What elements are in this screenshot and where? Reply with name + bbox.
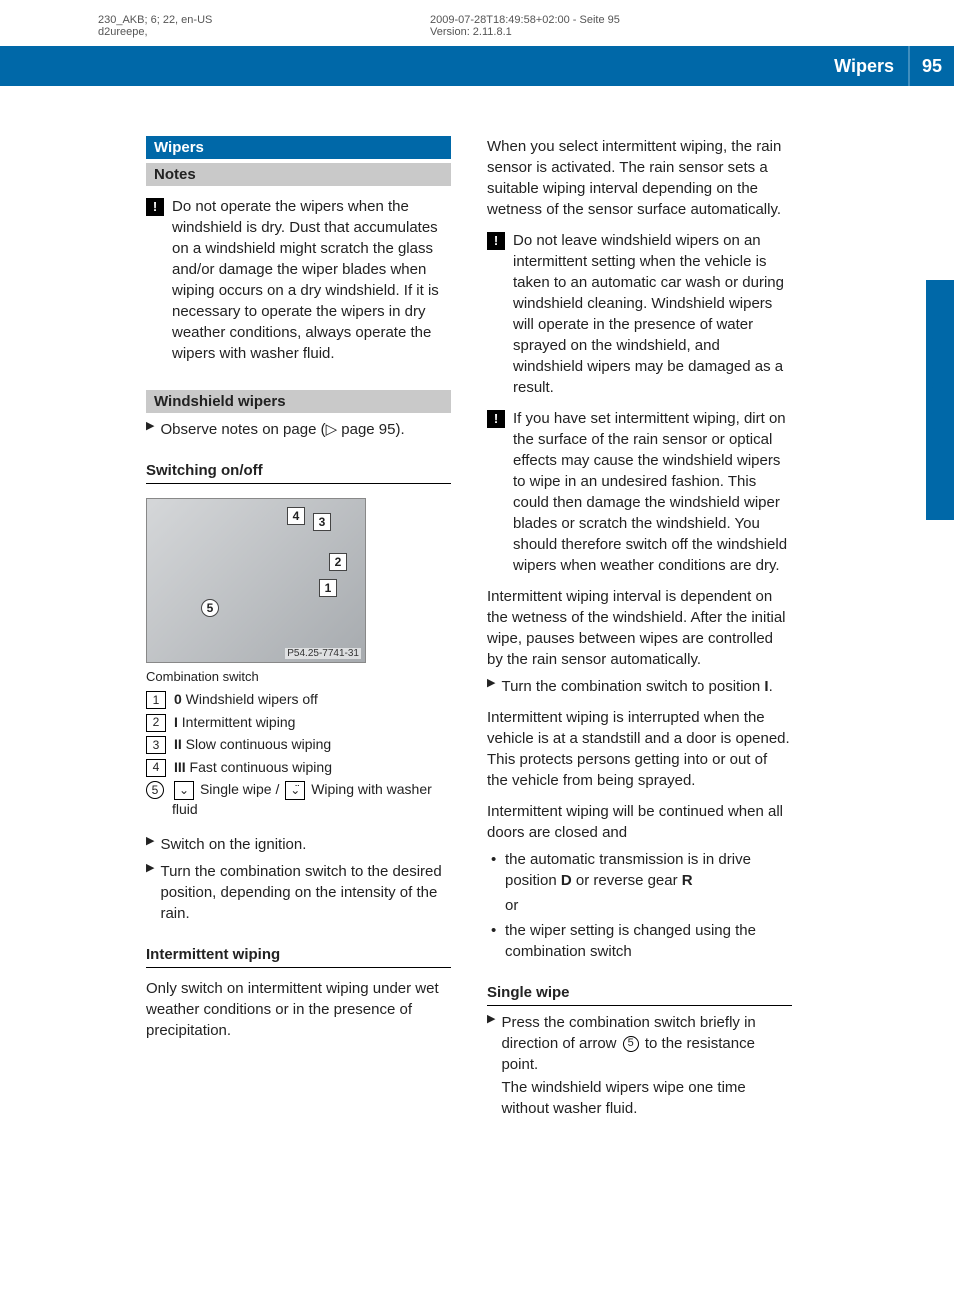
observe-note-text: Observe notes on page (▷ page 95). bbox=[160, 419, 404, 440]
figure-reference: P54.25-7741-31 bbox=[285, 648, 361, 659]
b1-mid: or reverse gear bbox=[572, 872, 682, 889]
meta-left-2: d2ureepe, bbox=[98, 26, 430, 38]
sp-pre: Turn the combination switch to position bbox=[501, 678, 764, 695]
intermittent-para: Only switch on intermittent wiping under… bbox=[146, 978, 451, 1041]
notes-bar: Notes bbox=[146, 163, 451, 186]
legend-num-3: 3 bbox=[146, 736, 166, 754]
windshield-wipers-bar: Windshield wipers bbox=[146, 390, 451, 413]
side-tab-label: Controls in detail bbox=[924, 300, 947, 463]
legend-4-text: Fast continuous wiping bbox=[186, 759, 332, 775]
combination-switch-figure: 4 3 2 1 5 P54.25-7741-31 bbox=[146, 498, 366, 663]
arrow-5-ref: 5 bbox=[623, 1036, 639, 1052]
wash-wipe-icon: ⌄̈ bbox=[285, 781, 305, 800]
triangle-icon: ▶ bbox=[487, 676, 495, 697]
warn-dirt-text: If you have set intermittent wiping, dir… bbox=[513, 408, 792, 576]
interval-para: Intermittent wiping interval is dependen… bbox=[487, 586, 792, 670]
legend-list: 1 0 Windshield wipers off 2 I Intermitte… bbox=[146, 690, 451, 820]
warning-icon: ! bbox=[487, 232, 505, 250]
right-column: When you select intermittent wiping, the… bbox=[487, 136, 792, 1119]
legend-row-4: 4 III Fast continuous wiping bbox=[146, 758, 451, 778]
legend-1-bold: 0 bbox=[174, 691, 182, 707]
warning-icon: ! bbox=[146, 198, 164, 216]
legend-num-2: 2 bbox=[146, 714, 166, 732]
step-ignition-text: Switch on the ignition. bbox=[160, 834, 306, 855]
print-metadata: 230_AKB; 6; 22, en-US d2ureepe, 2009-07-… bbox=[0, 0, 954, 46]
b1-r: R bbox=[682, 872, 693, 889]
callout-4: 4 bbox=[287, 507, 305, 525]
step-turn-switch: ▶ Turn the combination switch to the des… bbox=[146, 861, 451, 924]
legend-5-t1: Single wipe / bbox=[200, 781, 279, 797]
sp-post: . bbox=[769, 678, 773, 695]
triangle-icon: ▶ bbox=[146, 861, 154, 924]
legend-row-2: 2 I Intermittent wiping bbox=[146, 713, 451, 733]
step-ignition: ▶ Switch on the ignition. bbox=[146, 834, 451, 855]
header-title: Wipers bbox=[834, 56, 908, 77]
page-number: 95 bbox=[908, 46, 954, 86]
section-title-wipers: Wipers bbox=[146, 136, 451, 159]
rain-sensor-para: When you select intermittent wiping, the… bbox=[487, 136, 792, 220]
note-text: Do not operate the wipers when the winds… bbox=[172, 196, 451, 364]
left-column: Wipers Notes ! Do not operate the wipers… bbox=[146, 136, 451, 1119]
callout-3: 3 bbox=[313, 513, 331, 531]
bullet-or: or bbox=[505, 895, 792, 916]
legend-circ-5: 5 bbox=[146, 781, 164, 799]
observe-note-step: ▶ Observe notes on page (▷ page 95). bbox=[146, 419, 451, 440]
legend-row-5: 5 ⌄ Single wipe / ⌄̈ Wiping with washer … bbox=[146, 780, 451, 819]
single-wipe-step: ▶ Press the combination switch briefly i… bbox=[487, 1012, 792, 1119]
legend-5-text: ⌄ Single wipe / ⌄̈ Wiping with washer fl… bbox=[172, 780, 451, 819]
legend-4-bold: III bbox=[174, 759, 186, 775]
warn-carwash: ! Do not leave windshield wipers on an i… bbox=[487, 230, 792, 398]
single-wipe-heading: Single wipe bbox=[487, 984, 792, 1006]
legend-num-4: 4 bbox=[146, 759, 166, 777]
single-wipe-text: Press the combination switch briefly in … bbox=[501, 1012, 792, 1119]
header-bar: Wipers 95 bbox=[0, 46, 954, 86]
legend-row-3: 3 II Slow continuous wiping bbox=[146, 735, 451, 755]
b1-d: D bbox=[561, 872, 572, 889]
meta-right-2: Version: 2.11.8.1 bbox=[430, 26, 620, 38]
callout-2: 2 bbox=[329, 553, 347, 571]
standstill-para: Intermittent wiping is interrupted when … bbox=[487, 707, 792, 791]
legend-row-1: 1 0 Windshield wipers off bbox=[146, 690, 451, 710]
triangle-icon: ▶ bbox=[487, 1012, 495, 1119]
legend-3-bold: II bbox=[174, 736, 182, 752]
figure-caption: Combination switch bbox=[146, 669, 451, 684]
bullet-combo-switch: the wiper setting is changed using the c… bbox=[491, 920, 792, 962]
callout-1: 1 bbox=[319, 579, 337, 597]
step-position-i: ▶ Turn the combination switch to positio… bbox=[487, 676, 792, 697]
callout-5: 5 bbox=[201, 599, 219, 617]
continuation-conditions: the automatic transmission is in drive p… bbox=[487, 849, 792, 962]
triangle-icon: ▶ bbox=[146, 834, 154, 855]
switching-heading: Switching on/off bbox=[146, 462, 451, 484]
legend-2-text: Intermittent wiping bbox=[178, 714, 296, 730]
single-wipe-icon: ⌄ bbox=[174, 781, 194, 800]
triangle-icon: ▶ bbox=[146, 419, 154, 440]
intermittent-heading: Intermittent wiping bbox=[146, 946, 451, 968]
warn-carwash-text: Do not leave windshield wipers on an int… bbox=[513, 230, 792, 398]
content-area: Wipers Notes ! Do not operate the wipers… bbox=[0, 86, 954, 1119]
note-dry-windshield: ! Do not operate the wipers when the win… bbox=[146, 196, 451, 364]
legend-num-1: 1 bbox=[146, 691, 166, 709]
bullet-drive-position: the automatic transmission is in drive p… bbox=[491, 849, 792, 916]
step-turn-text: Turn the combination switch to the desir… bbox=[160, 861, 451, 924]
legend-1-text: Windshield wipers off bbox=[182, 691, 318, 707]
meta-right-1: 2009-07-28T18:49:58+02:00 - Seite 95 bbox=[430, 14, 620, 26]
legend-3-text: Slow continuous wiping bbox=[182, 736, 331, 752]
continued-para: Intermittent wiping will be continued wh… bbox=[487, 801, 792, 843]
single-wipe-follow: The windshield wipers wipe one time with… bbox=[501, 1077, 792, 1119]
step-position-i-text: Turn the combination switch to position … bbox=[501, 676, 772, 697]
warning-icon: ! bbox=[487, 410, 505, 428]
warn-dirt-sensor: ! If you have set intermittent wiping, d… bbox=[487, 408, 792, 576]
meta-left-1: 230_AKB; 6; 22, en-US bbox=[98, 14, 430, 26]
